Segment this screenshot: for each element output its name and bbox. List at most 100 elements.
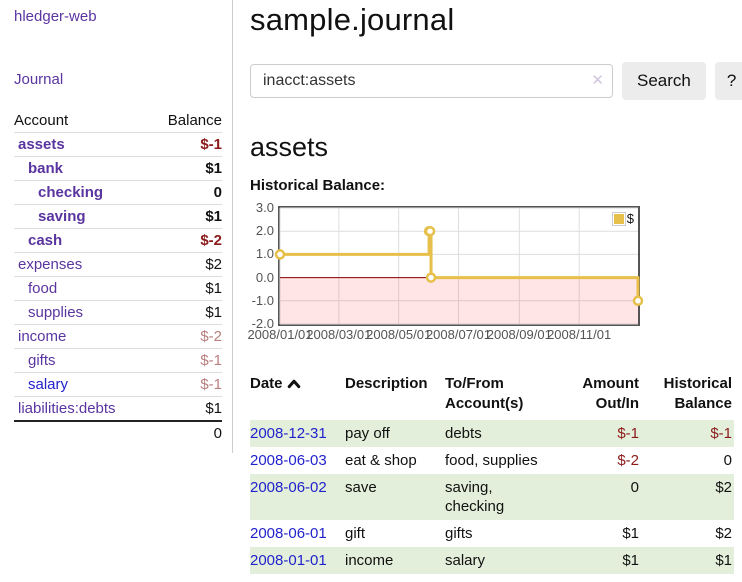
account-balance: $1 (149, 276, 222, 301)
transaction-description: save (345, 479, 377, 496)
account-link-bank[interactable]: bank (28, 160, 64, 177)
transaction-accounts: gifts (445, 525, 473, 542)
account-row-cash: cash $-2 (14, 228, 222, 253)
account-heading: assets (250, 132, 329, 162)
account-balance: $1 (149, 156, 222, 181)
account-balance: $-1 (149, 348, 222, 373)
transaction-date-link[interactable]: 2008-06-01 (250, 525, 327, 542)
register-header-description: Description (345, 375, 428, 392)
transaction-amount: 0 (630, 479, 639, 496)
transaction-balance: $-1 (710, 425, 732, 442)
accounts-header-row: Account Balance (14, 109, 222, 133)
account-link-saving[interactable]: saving (38, 208, 86, 225)
accounts-total-row: 0 (14, 420, 222, 445)
transaction-balance: $1 (715, 552, 732, 569)
chart-legend: $ (611, 211, 634, 226)
transaction-accounts: food, supplies (445, 452, 538, 469)
search-input-wrap: ✕ (250, 64, 613, 98)
series-swatch-icon (611, 211, 626, 226)
x-axis-tick-label: 2008/07/01 (425, 327, 492, 342)
y-axis-tick-label: -1.0 (251, 292, 274, 308)
transaction-amount: $1 (622, 552, 639, 569)
app-title-link[interactable]: hledger-web (14, 8, 97, 25)
transaction-balance: $2 (715, 479, 732, 496)
register-header-row: Date Description To/From Account(s) Amou… (250, 372, 734, 420)
transaction-balance: 0 (723, 452, 732, 469)
account-row-salary: salary $-1 (14, 372, 222, 397)
account-row-liabilities-debts: liabilities:debts $1 (14, 396, 222, 421)
transaction-date-link[interactable]: 2008-12-31 (250, 425, 327, 442)
transaction-amount: $-2 (617, 452, 639, 469)
account-link-liabilities-debts[interactable]: liabilities:debts (18, 400, 116, 417)
transaction-amount: $-1 (617, 425, 639, 442)
account-row-gifts: gifts $-1 (14, 348, 222, 373)
page-title: sample.journal (250, 2, 455, 37)
sidebar-item-journal[interactable]: Journal (14, 71, 64, 88)
account-row-expenses: expenses $2 (14, 252, 222, 277)
transaction-description: pay off (345, 425, 390, 442)
register-row: 2008-12-31 pay off debts $-1 $-1 (250, 420, 734, 447)
transaction-accounts: saving, checking (445, 479, 505, 515)
main-content: sample.journal ✕ Search ? assets Histori… (233, 0, 742, 574)
accounts-header-account: Account (14, 112, 69, 129)
sidebar: hledger-web Journal Account Balance asse… (0, 0, 233, 453)
search-bar: ✕ Search ? (250, 62, 742, 100)
account-row-assets: assets $-1 (14, 132, 222, 157)
transaction-balance: $2 (715, 525, 732, 542)
x-axis-tick-label: 2008/01/01 (247, 327, 313, 342)
y-axis-tick-label: 1.0 (255, 246, 274, 262)
register-row: 2008-06-03 eat & shop food, supplies $-2… (250, 447, 734, 474)
accounts-header-balance: Balance (167, 112, 222, 129)
account-link-salary[interactable]: salary (28, 376, 69, 393)
register-table: Date Description To/From Account(s) Amou… (250, 372, 734, 574)
accounts-total-value: 0 (149, 420, 222, 445)
account-balance: $1 (149, 300, 222, 325)
transaction-amount: $1 (622, 525, 639, 542)
account-balance: $-2 (149, 324, 222, 349)
search-input[interactable] (250, 64, 613, 98)
account-balance: $1 (149, 396, 222, 421)
account-balance: $2 (149, 252, 222, 277)
chart-canvas (274, 207, 644, 325)
chevron-up-icon (287, 379, 300, 389)
transaction-description: eat & shop (345, 452, 417, 469)
account-balance: $1 (149, 204, 222, 229)
y-axis-tick-label: -2.0 (251, 316, 274, 331)
clear-search-icon[interactable]: ✕ (591, 72, 604, 89)
account-link-cash[interactable]: cash (28, 232, 63, 249)
accounts-table: Account Balance assets $-1 bank $1 check… (14, 109, 222, 445)
register-row: 2008-06-01 gift gifts $1 $2 (250, 520, 734, 547)
chart-title: Historical Balance: (250, 177, 386, 194)
date-header-label: Date (250, 375, 283, 392)
x-axis-tick-label: 2008/11/01 (547, 327, 612, 342)
register-header-accounts: To/From Account(s) (445, 375, 524, 412)
y-axis-tick-label: 0.0 (255, 269, 274, 285)
transaction-accounts: debts (445, 425, 482, 442)
account-row-saving: saving $1 (14, 204, 222, 229)
account-row-bank: bank $1 (14, 156, 222, 181)
register-header-balance: Historical Balance (663, 375, 732, 412)
y-axis-tick-label: 2.0 (255, 223, 274, 239)
account-link-supplies[interactable]: supplies (28, 304, 84, 321)
account-link-checking[interactable]: checking (38, 184, 104, 201)
account-row-supplies: supplies $1 (14, 300, 222, 325)
transaction-description: income (345, 552, 394, 569)
account-link-expenses[interactable]: expenses (18, 256, 83, 273)
account-link-assets[interactable]: assets (18, 136, 65, 153)
register-header-date[interactable]: Date (250, 372, 345, 420)
account-link-income[interactable]: income (18, 328, 67, 345)
transaction-date-link[interactable]: 2008-01-01 (250, 552, 327, 569)
transaction-date-link[interactable]: 2008-06-03 (250, 452, 327, 469)
account-link-gifts[interactable]: gifts (28, 352, 56, 369)
register-row: 2008-01-01 income salary $1 $1 (250, 547, 734, 574)
transaction-accounts: salary (445, 552, 486, 569)
account-balance: $-1 (149, 372, 222, 397)
transaction-date-link[interactable]: 2008-06-02 (250, 479, 327, 496)
help-button[interactable]: ? (714, 62, 742, 100)
account-link-food[interactable]: food (28, 280, 58, 297)
transaction-description: gift (345, 525, 366, 542)
y-axis-tick-label: 3.0 (255, 200, 274, 215)
account-row-income: income $-2 (14, 324, 222, 349)
search-button[interactable]: Search (622, 62, 706, 100)
